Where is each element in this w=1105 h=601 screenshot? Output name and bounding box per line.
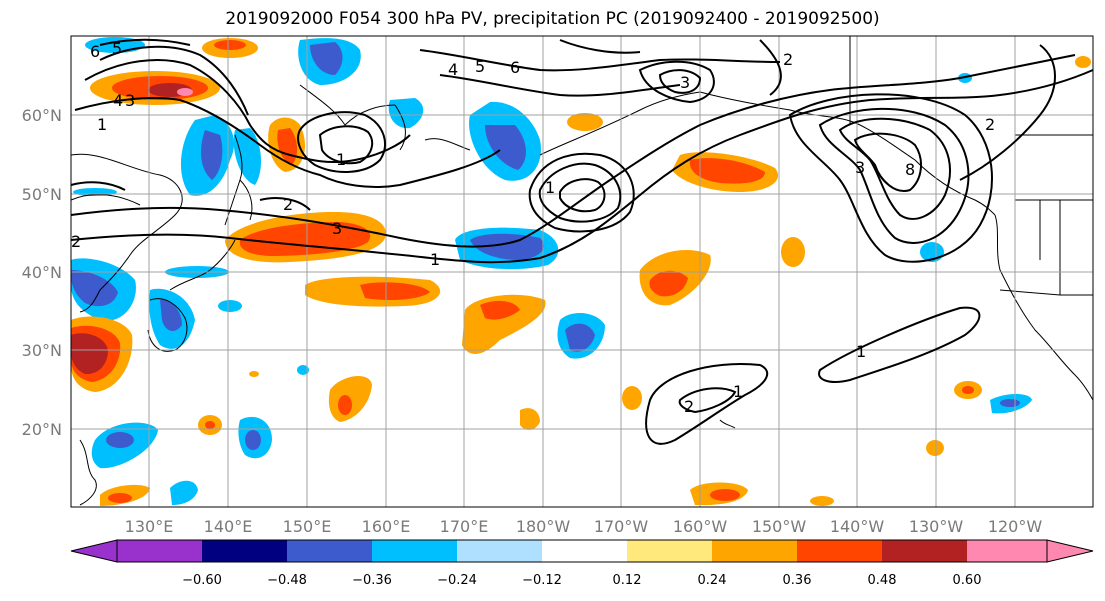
latitude-labels: 60°N 50°N 40°N 30°N 20°N [22,106,62,439]
colorbar-tick-label: 0.12 [613,573,642,588]
map-title: 2019092000 F054 300 hPa PV, precipitatio… [225,9,880,29]
contour-label: 2 [985,115,995,134]
lon-label: 160°E [362,517,411,536]
lon-label: 130°W [909,517,964,536]
contour-label: 3 [332,219,342,238]
lat-label: 40°N [22,263,62,282]
colorbar-segment [457,540,542,562]
colorbar-tick-label: −0.24 [437,573,477,588]
contour-label: 3 [680,73,690,92]
colorbar-tick-label: −0.48 [267,573,307,588]
contour-label: 5 [112,39,122,58]
gridlines [71,36,1093,507]
colorbar-tick-label: 0.36 [783,573,812,588]
colorbar-segment [627,540,712,562]
contour-label: 1 [336,150,346,169]
contour-label: 3 [125,91,135,110]
colorbar-segment [372,540,457,562]
lon-label: 180°W [516,517,571,536]
contour-label: 2 [684,397,694,416]
lon-label: 170°E [440,517,489,536]
colorbar-segment [202,540,287,562]
contour-label: 1 [856,342,866,361]
lat-label: 30°N [22,341,62,360]
colorbar-tick-label: 0.48 [868,573,897,588]
colorbar-tick-label: −0.60 [182,573,222,588]
contour-labels: 6 5 4 3 1 2 1 2 3 1 4 5 6 3 2 3 1 2 8 1 … [71,39,995,416]
contour-label: 6 [90,42,100,61]
colorbar-segment [117,540,202,562]
contour-label: 4 [448,60,458,79]
contour-label: 2 [283,195,293,214]
colorbar: −0.60 −0.48 −0.36 −0.24 −0.12 0.12 0.24 … [70,539,1094,588]
contour-label: 1 [430,250,440,269]
colorbar-tick-label: 0.60 [953,573,982,588]
contour-label: 8 [905,160,915,179]
contour-label: 1 [97,115,107,134]
colorbar-segment [287,540,372,562]
lon-label: 120°W [988,517,1043,536]
contour-label: 5 [475,57,485,76]
contour-label: 2 [71,232,81,251]
colorbar-segment [712,540,797,562]
colorbar-segment [967,540,1047,562]
colorbar-segment [882,540,967,562]
colorbar-tick-label: 0.24 [698,573,727,588]
colorbar-segment [542,540,627,562]
map-panel: 6 5 4 3 1 2 1 2 3 1 4 5 6 3 2 3 1 2 8 1 … [70,35,1094,508]
lon-label: 130°E [125,517,174,536]
lat-label: 50°N [22,185,62,204]
lat-label: 60°N [22,106,62,125]
lon-label: 140°W [830,517,885,536]
pv-contours [70,38,1094,445]
lon-label: 140°E [204,517,253,536]
colorbar-extend-min [70,539,118,563]
lon-label: 160°W [673,517,728,536]
lon-label: 150°W [752,517,807,536]
contour-label: 4 [113,91,123,110]
contour-label: 3 [855,158,865,177]
lon-label: 170°W [594,517,649,536]
colorbar-segment [797,540,882,562]
lon-label: 150°E [283,517,332,536]
longitude-labels: 130°E 140°E 150°E 160°E 170°E 180°W 170°… [125,517,1043,536]
contour-label: 1 [733,382,743,401]
colorbar-tick-label: −0.12 [522,573,562,588]
contour-label: 1 [545,178,555,197]
contour-label: 2 [783,50,793,69]
colorbar-extend-max [1046,539,1094,563]
lat-label: 20°N [22,420,62,439]
colorbar-tick-label: −0.36 [352,573,392,588]
contour-label: 6 [510,58,520,77]
coastlines [70,36,1094,506]
